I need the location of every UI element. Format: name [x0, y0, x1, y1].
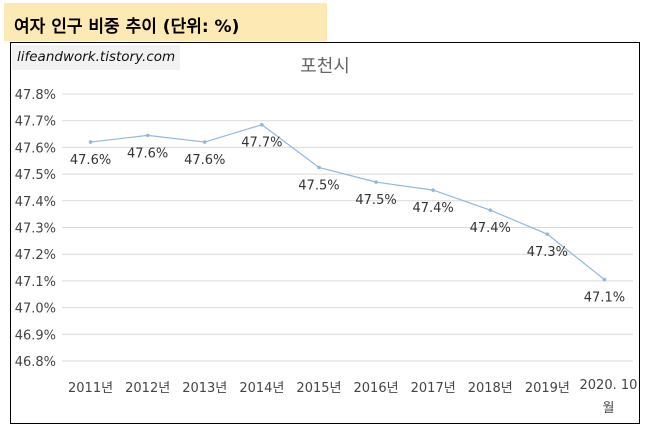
- x-axis-ticks: 2011년 2012년 2013년 2014년 2015년 2016년 2017년 2018년…: [68, 378, 637, 416]
- data-labels: 47.6% 47.6% 47.6% 47.7% 47.5% 47.5% 47.4% 47.4%…: [70, 136, 625, 306]
- y-tick-label: 47.2%: [15, 248, 56, 263]
- x-tick-label: 2011년: [68, 381, 113, 396]
- x-tick-label: 2015년: [296, 381, 341, 396]
- y-tick-label: 47.1%: [15, 275, 56, 290]
- data-label: 47.4%: [412, 201, 453, 216]
- chart-title: 포천시: [300, 56, 350, 77]
- y-tick-label: 47.3%: [15, 222, 56, 237]
- watermark-text: lifeandwork.tistory.com: [17, 49, 176, 65]
- data-label: 47.6%: [127, 146, 168, 161]
- data-label: 47.5%: [298, 178, 339, 193]
- gridlines: [62, 93, 633, 362]
- y-tick-label: 47.6%: [15, 141, 56, 156]
- x-tick-label: 2020. 10: [580, 378, 638, 393]
- series-line: [90, 124, 605, 281]
- y-tick-label: 47.7%: [15, 115, 56, 130]
- data-point: [545, 232, 550, 236]
- y-tick-label: 47.5%: [15, 168, 56, 183]
- x-tick-label: 2018년: [468, 381, 513, 396]
- data-label: 47.5%: [355, 193, 396, 208]
- data-point: [602, 277, 607, 282]
- y-tick-label: 47.8%: [15, 88, 56, 103]
- y-tick-label: 46.8%: [15, 355, 56, 370]
- chart-frame: [10, 42, 640, 424]
- header-title: 여자 인구 비중 추이 (단위: %): [14, 17, 240, 37]
- data-label: 47.6%: [70, 153, 111, 168]
- x-tick-label: 2019년: [525, 381, 570, 396]
- y-tick-label: 46.9%: [15, 328, 56, 343]
- data-point: [202, 140, 207, 144]
- data-point: [260, 122, 264, 127]
- watermark-box: lifeandwork.tistory.com: [12, 45, 180, 70]
- data-point: [431, 188, 435, 192]
- x-tick-label: 2016년: [354, 381, 399, 396]
- data-point: [374, 180, 378, 184]
- y-tick-label: 47.0%: [15, 302, 56, 317]
- y-axis-ticks: 47.8% 47.7% 47.6% 47.5% 47.4% 47.3% 47.2% 47.1%…: [15, 88, 56, 370]
- x-tick-label: 2012년: [125, 381, 170, 396]
- data-label: 47.4%: [470, 221, 511, 236]
- data-label: 47.1%: [584, 291, 625, 306]
- x-tick-label: 2013년: [182, 381, 227, 396]
- y-tick-label: 47.4%: [15, 195, 56, 210]
- data-point: [488, 208, 493, 212]
- data-point: [317, 165, 321, 170]
- data-label: 47.7%: [241, 136, 282, 151]
- x-tick-label: 월: [602, 401, 614, 416]
- data-point: [88, 140, 93, 144]
- data-label: 47.6%: [184, 153, 225, 168]
- data-point: [145, 133, 150, 138]
- header-banner: 여자 인구 비중 추이 (단위: %): [4, 3, 327, 41]
- data-label: 47.3%: [527, 245, 568, 260]
- data-series: [88, 122, 607, 282]
- x-tick-label: 2014년: [239, 381, 284, 396]
- x-tick-label: 2017년: [411, 381, 456, 396]
